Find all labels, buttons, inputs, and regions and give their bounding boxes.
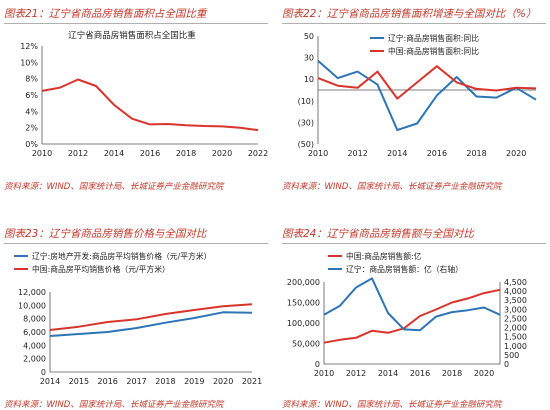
legend-label: 中国:商品房平均销售价格（元/平方米） — [32, 264, 170, 274]
series-line-0 — [317, 60, 537, 131]
y-tick-label-right: 4,000 — [504, 287, 527, 296]
x-tick-label: 2010 — [32, 149, 52, 158]
y-tick-label: (50) — [298, 140, 314, 149]
x-tick-label: 2020 — [212, 149, 232, 158]
source-note-23: 资料来源：WIND、国家统计局、长城证券产业金融研究院 — [4, 400, 224, 410]
y-tick-label-right: 500 — [504, 351, 519, 360]
x-tick-label: 2016 — [140, 149, 160, 158]
x-tick-label: 2021 — [242, 377, 262, 386]
y-tick-label: 4,000 — [23, 341, 46, 350]
legend-label: 中国:商品房销售额:亿 — [346, 251, 422, 261]
chart-21-share: 辽宁省商品房销售面积占全国比重 2010 2012 2014 2016 2018 2020 2… — [20, 30, 268, 158]
x-tick-label: 2012 — [346, 369, 366, 378]
panel-title-21: 图表21：辽宁省商品房销售面积占全国比重 — [4, 8, 207, 20]
x-tick-label: 2018 — [155, 377, 175, 386]
series-line-1 — [323, 277, 501, 332]
x-tick-label: 2014 — [40, 377, 60, 386]
y-tick-label: 2% — [25, 124, 38, 133]
x-tick-label: 2020 — [213, 377, 233, 386]
y-tick-label: (30) — [298, 118, 314, 127]
y-tick-label-right: 3,500 — [504, 296, 527, 305]
x-tick-label: 2018 — [466, 149, 486, 158]
y-tick-label-right: 4,500 — [504, 278, 527, 287]
y-tick-label-right: 2,000 — [504, 324, 527, 333]
y-tick-label: 8% — [25, 75, 38, 84]
series-line-1 — [317, 65, 537, 100]
chart-24-sales: 2010 2012 2014 2016 2018 2020 0 50,000 100,000 15… — [287, 251, 527, 378]
legend-label: 辽宁:房地产开发:商品房平均销售价格（元/平方米） — [32, 251, 211, 261]
y-tick-label: 10 — [304, 75, 314, 84]
y-tick-label: 12% — [20, 42, 38, 51]
y-tick-label: 2,000 — [23, 355, 46, 364]
legend-label: 辽宁：商品房销售额：亿（右轴） — [346, 264, 463, 274]
series-line-0 — [323, 288, 501, 344]
source-note-24: 资料来源：WIND、国家统计局、长城证券产业金融研究院 — [282, 400, 502, 410]
x-tick-label: 2012 — [68, 149, 88, 158]
x-tick-label: 2012 — [347, 149, 367, 158]
series-line-0 — [41, 78, 259, 132]
x-tick-label: 2016 — [410, 369, 430, 378]
panel-title-24: 图表24：辽宁省商品房销售额与全国对比 — [282, 228, 474, 240]
x-tick-label: 2010 — [314, 369, 334, 378]
y-tick-label: 12,000 — [18, 288, 46, 297]
y-tick-label-right: 2,500 — [504, 314, 527, 323]
x-tick-label: 2022 — [248, 149, 268, 158]
y-tick-label: 4% — [25, 107, 38, 116]
x-tick-label: 2015 — [69, 377, 89, 386]
y-tick-label: 200,000 — [287, 278, 320, 287]
y-tick-label-right: 0 — [504, 360, 509, 369]
panel-title-22: 图表22：辽宁省商品房销售面积增速与全国对比（%） — [282, 8, 537, 20]
legend-label: 辽宁:商品房销售面积:同比 — [388, 33, 479, 43]
x-tick-label: 2020 — [474, 369, 494, 378]
x-tick-label: 2019 — [184, 377, 204, 386]
x-tick-label: 2018 — [442, 369, 462, 378]
y-tick-label: 0 — [41, 368, 46, 377]
y-tick-label: 0% — [25, 140, 38, 149]
y-tick-label: 6% — [25, 91, 38, 100]
chart-title: 辽宁省商品房销售面积占全国比重 — [68, 30, 196, 41]
panel-rule-23 — [4, 243, 268, 244]
x-tick-label: 2018 — [176, 149, 196, 158]
y-tick-label: 30 — [304, 54, 314, 63]
source-note-22: 资料来源：WIND、国家统计局、长城证券产业金融研究院 — [282, 182, 502, 192]
y-tick-label: 50,000 — [292, 340, 320, 349]
chart-23-price: 2014 2015 2016 2017 2018 2019 2020 2021 0 2,000 4,… — [14, 251, 262, 386]
panel-rule-22 — [282, 23, 546, 24]
y-tick-label: 150,000 — [287, 299, 320, 308]
x-tick-label: 2014 — [104, 149, 124, 158]
chart-22-growth: 2010 2012 2014 2016 2018 2020 (50) (30) (10) 10 30… — [298, 32, 537, 158]
source-note-21: 资料来源：WIND、国家统计局、长城证券产业金融研究院 — [4, 182, 224, 192]
panel-rule-24 — [282, 243, 546, 244]
y-tick-label-right: 1,500 — [504, 333, 527, 342]
y-tick-label: (10) — [298, 97, 314, 106]
y-tick-label: 0 — [315, 360, 320, 369]
panel-rule-21 — [4, 23, 268, 24]
x-tick-label: 2017 — [126, 377, 146, 386]
y-tick-label-right: 1,000 — [504, 342, 527, 351]
y-tick-label-right: 3,000 — [504, 305, 527, 314]
x-tick-label: 2016 — [427, 149, 447, 158]
y-tick-label: 8,000 — [23, 315, 46, 324]
series-line-0 — [49, 311, 253, 337]
panel-title-23: 图表23：辽宁省商品房销售价格与全国对比 — [4, 228, 207, 240]
y-tick-label: 10,000 — [18, 301, 46, 310]
y-tick-label: 6,000 — [23, 328, 46, 337]
x-tick-label: 2014 — [378, 369, 398, 378]
y-tick-label: 50 — [304, 32, 314, 41]
x-tick-label: 2020 — [506, 149, 526, 158]
series-line-1 — [49, 303, 253, 331]
x-tick-label: 2016 — [98, 377, 118, 386]
y-tick-label: 100,000 — [287, 319, 320, 328]
x-tick-label: 2010 — [308, 149, 328, 158]
y-tick-label: 10% — [20, 58, 38, 67]
x-tick-label: 2014 — [387, 149, 407, 158]
legend-label: 中国:商品房销售面积:同比 — [388, 46, 479, 56]
